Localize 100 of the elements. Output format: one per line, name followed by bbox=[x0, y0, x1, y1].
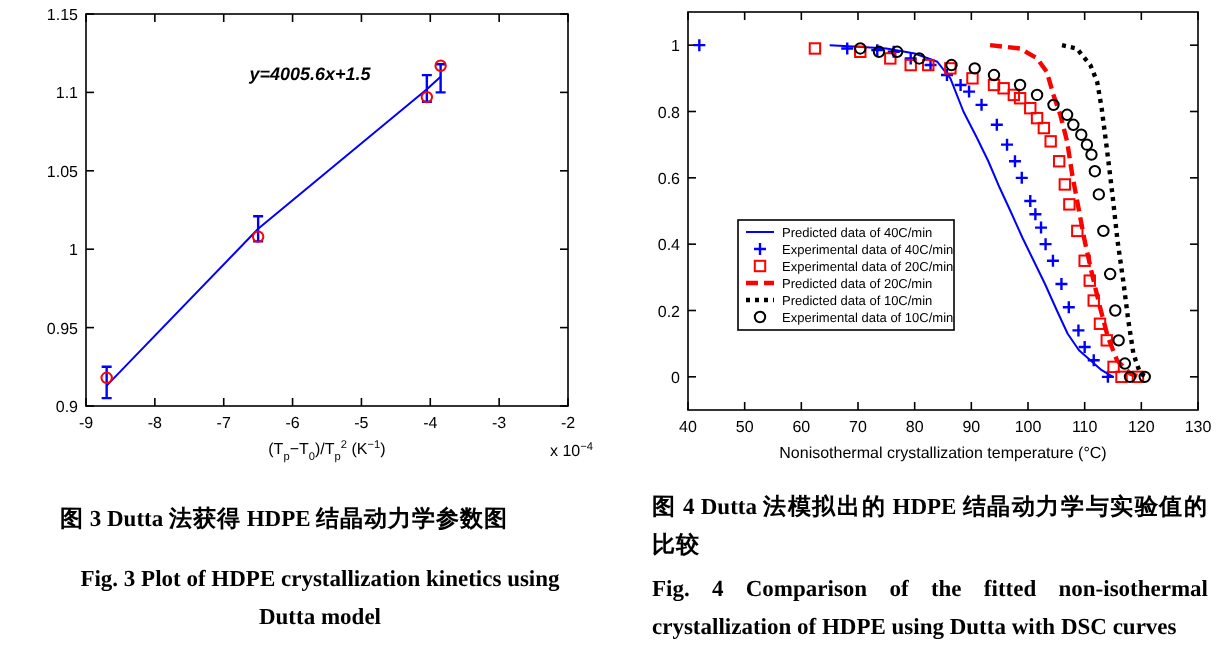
point bbox=[1080, 138, 1094, 151]
point bbox=[840, 41, 855, 56]
point bbox=[1013, 78, 1027, 92]
y-tick-label: 0.95 bbox=[46, 319, 80, 338]
point bbox=[1030, 111, 1044, 125]
point bbox=[420, 90, 434, 104]
point bbox=[1107, 360, 1120, 374]
x-tick-label: 40 bbox=[679, 418, 698, 436]
x-tick-label: 50 bbox=[735, 418, 755, 436]
point bbox=[968, 62, 981, 75]
y-tick-label: 1.15 bbox=[46, 6, 80, 24]
point bbox=[1061, 299, 1076, 315]
point bbox=[1038, 236, 1053, 252]
caption: 图 3 Dutta 法获得 HDPE 结晶动力学参数图 bbox=[60, 504, 511, 536]
point bbox=[1083, 274, 1096, 287]
point bbox=[1112, 334, 1125, 347]
point bbox=[100, 371, 113, 384]
x-tick-label: 110 bbox=[1071, 418, 1099, 436]
point bbox=[434, 59, 447, 72]
point bbox=[1030, 88, 1044, 102]
x-tick-label: 100 bbox=[1014, 418, 1043, 436]
point bbox=[987, 78, 1001, 92]
point bbox=[1071, 224, 1084, 238]
point bbox=[1087, 294, 1100, 307]
point bbox=[884, 52, 897, 65]
point bbox=[989, 117, 1005, 132]
point bbox=[1067, 118, 1080, 131]
point bbox=[1014, 170, 1029, 186]
x-tick-label: -4 bbox=[423, 414, 439, 432]
point bbox=[999, 137, 1015, 152]
point bbox=[1047, 98, 1060, 112]
point bbox=[1023, 193, 1038, 209]
point bbox=[1092, 188, 1106, 201]
caption: Fig. 3 Plot of HDPE crystallization kinetics using Dutta model bbox=[78, 566, 562, 634]
caption: 图 4 Dutta 法模拟出的 HDPE 结晶动力学与实验值的比较 bbox=[652, 492, 1208, 562]
x-tick-label: -5 bbox=[354, 414, 370, 432]
x-tick-label: 60 bbox=[792, 418, 812, 436]
point bbox=[1093, 317, 1107, 330]
point bbox=[1033, 220, 1049, 235]
point bbox=[1088, 165, 1102, 178]
point bbox=[903, 51, 918, 66]
point bbox=[1045, 253, 1061, 268]
x-axis-title: Nonisothermal crystallization temperature (°C) bbox=[779, 444, 1108, 462]
point bbox=[1131, 370, 1145, 384]
point bbox=[1118, 357, 1132, 370]
point bbox=[1060, 108, 1074, 122]
point bbox=[1075, 128, 1088, 141]
text: (T$_{p}$−T$_{0}$)/T$_{p}$$^{2}$ (K$^{−1}$) bbox=[268, 440, 386, 464]
point bbox=[808, 42, 822, 55]
point bbox=[904, 58, 917, 72]
point bbox=[1123, 370, 1137, 384]
point bbox=[1078, 254, 1091, 267]
point bbox=[987, 68, 1001, 82]
point bbox=[692, 37, 707, 53]
point bbox=[1037, 121, 1051, 135]
x-tick-label: 80 bbox=[905, 418, 925, 436]
point bbox=[1007, 154, 1023, 169]
x-tick-label: -3 bbox=[492, 414, 508, 432]
x-tick-label: -9 bbox=[78, 414, 95, 432]
x-tick-label: 120 bbox=[1127, 418, 1156, 436]
point bbox=[1024, 101, 1037, 115]
point bbox=[1103, 267, 1117, 281]
y-tick-label: 0.9 bbox=[55, 398, 80, 416]
point bbox=[961, 84, 977, 99]
caption: Fig. 4 Comparison of the fitted non-isothermal crystallization of HDPE using Dutta with DSC curves bbox=[652, 576, 1208, 644]
y-tick-label: 0.6 bbox=[657, 169, 682, 188]
point bbox=[1054, 276, 1069, 292]
point bbox=[1013, 92, 1027, 105]
point bbox=[1086, 353, 1101, 368]
point bbox=[974, 97, 989, 113]
point bbox=[1097, 224, 1110, 238]
annotation: y=4005.6x+1.5 bbox=[247, 64, 373, 84]
y-tick-label: 0.4 bbox=[657, 236, 682, 255]
point bbox=[913, 52, 926, 65]
y-tick-label: 1.05 bbox=[46, 162, 80, 181]
point bbox=[1085, 148, 1098, 161]
point bbox=[939, 67, 955, 83]
point bbox=[1058, 178, 1072, 191]
point bbox=[1007, 88, 1021, 102]
point bbox=[1077, 339, 1092, 355]
point bbox=[1109, 304, 1122, 317]
x-tick-label: 90 bbox=[962, 418, 982, 436]
point bbox=[1071, 323, 1086, 338]
x-tick-label: 130 bbox=[1184, 418, 1213, 436]
point bbox=[1063, 198, 1076, 211]
x-tick-label: -6 bbox=[285, 414, 301, 432]
y-tick-label: 0 bbox=[671, 368, 682, 387]
y-tick-label: 1 bbox=[671, 37, 682, 56]
y-tick-label: 1 bbox=[69, 241, 80, 260]
x-tick-label: -8 bbox=[147, 414, 164, 432]
point bbox=[966, 72, 979, 85]
point bbox=[251, 230, 265, 243]
x-tick-label: 70 bbox=[849, 418, 868, 436]
point bbox=[1138, 370, 1151, 384]
x-tick-label: -2 bbox=[560, 414, 577, 432]
point bbox=[1052, 155, 1066, 168]
y-tick-label: 1.1 bbox=[55, 84, 80, 103]
point bbox=[1044, 135, 1057, 148]
point bbox=[1100, 334, 1113, 347]
y-tick-label: 0.2 bbox=[657, 302, 682, 321]
